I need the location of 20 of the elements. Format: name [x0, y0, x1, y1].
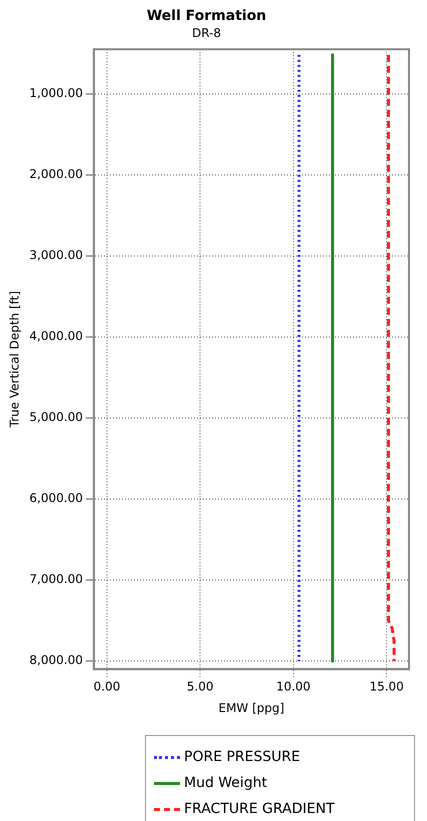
x-axis-title: EMW [ppg]: [218, 700, 284, 715]
y-tick-label: 8,000.00: [29, 653, 83, 668]
y-tick-label: 3,000.00: [29, 248, 83, 262]
x-tick-label: 0.00: [94, 680, 120, 694]
legend-label: FRACTURE GRADIENT: [184, 801, 335, 817]
y-tick-label: 5,000.00: [29, 410, 83, 424]
y-tick-label: 1,000.00: [29, 86, 83, 100]
x-tick-label: 15.00: [369, 680, 404, 694]
x-tick-label: 5.00: [186, 680, 214, 694]
x-tick-label: 10.00: [276, 680, 311, 694]
y-axis-title: True Vertical Depth [ft]: [7, 290, 22, 428]
chart-subtitle: DR-8: [192, 26, 222, 40]
legend-label: Mud Weight: [184, 775, 268, 791]
y-tick-label: 4,000.00: [29, 329, 83, 344]
legend-label: PORE PRESSURE: [184, 749, 300, 765]
y-tick-label: 6,000.00: [29, 491, 83, 506]
y-tick-label: 7,000.00: [29, 572, 83, 586]
chart-title: Well Formation: [146, 8, 266, 24]
y-tick-label: 2,000.00: [29, 166, 83, 181]
line-series: [386, 53, 396, 663]
